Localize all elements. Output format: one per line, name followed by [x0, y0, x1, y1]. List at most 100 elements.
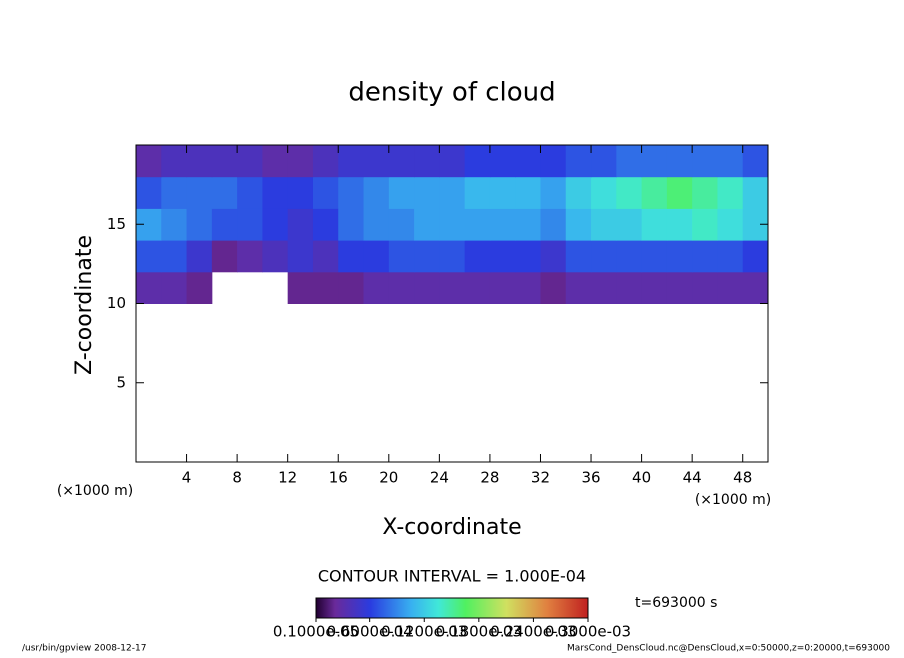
x-tick-label: 24 — [430, 469, 449, 487]
heat-cell — [666, 208, 693, 241]
heat-cell — [186, 240, 213, 273]
heat-cell — [515, 208, 541, 241]
heat-cell — [540, 208, 567, 241]
heat-cell — [136, 240, 162, 273]
colorbar-tick-label: 0.1200e-03 — [381, 623, 467, 641]
heat-cell — [287, 271, 314, 304]
heat-cell — [489, 145, 516, 178]
heat-cell — [717, 208, 744, 241]
colorbar-tick-label: 0.1000e-05 — [273, 623, 359, 641]
heat-cell — [136, 271, 162, 304]
colorbar — [315, 597, 589, 619]
heat-cell — [414, 271, 440, 304]
heat-cell — [616, 208, 643, 241]
heat-cell — [742, 176, 769, 209]
heat-cell — [414, 145, 440, 178]
heat-cell — [717, 240, 744, 273]
x-tick-label: 32 — [531, 469, 550, 487]
heat-cell — [515, 145, 541, 178]
heat-cell — [717, 145, 744, 178]
heat-cell — [464, 240, 491, 273]
heat-cell — [312, 240, 339, 273]
heat-cell — [616, 240, 643, 273]
heat-cell — [338, 271, 365, 304]
heat-cell — [591, 208, 617, 241]
heat-cell — [338, 145, 365, 178]
heat-cell — [287, 240, 314, 273]
heat-cell — [237, 145, 263, 178]
heat-cell — [312, 176, 339, 209]
heat-cell — [742, 271, 769, 304]
heat-cell — [136, 145, 162, 178]
heat-cell — [641, 145, 668, 178]
footer-right: MarsCond_DensCloud.nc@DensCloud,x=0:5000… — [567, 644, 890, 654]
heat-cell — [363, 176, 390, 209]
heat-cell — [312, 145, 339, 178]
x-tick-label: 36 — [581, 469, 600, 487]
heat-cell — [641, 240, 668, 273]
x-tick-label: 12 — [278, 469, 297, 487]
heat-cell — [464, 208, 491, 241]
heat-cell — [641, 271, 668, 304]
heat-cell — [540, 145, 567, 178]
heat-cell — [414, 240, 440, 273]
heat-cell — [211, 240, 238, 273]
heat-cell — [591, 271, 617, 304]
heat-cell — [565, 176, 592, 209]
heat-cell — [237, 176, 263, 209]
heat-cell — [641, 176, 668, 209]
heat-cell — [262, 240, 289, 273]
heat-cell — [211, 208, 238, 241]
heat-cell — [616, 271, 643, 304]
heat-cell — [515, 240, 541, 273]
heat-cell — [439, 240, 466, 273]
y-unit-label: (×1000 m) — [57, 483, 133, 499]
heat-cell — [186, 271, 213, 304]
heat-cell — [717, 176, 744, 209]
footer-left: /usr/bin/gpview 2008-12-17 — [22, 644, 146, 654]
heat-cell — [287, 208, 314, 241]
y-tick-label: 5 — [116, 373, 126, 391]
heat-cell — [338, 240, 365, 273]
heat-cell — [565, 145, 592, 178]
heat-cell — [464, 176, 491, 209]
heat-cell — [666, 271, 693, 304]
heat-cell — [464, 145, 491, 178]
x-tick-label: 44 — [683, 469, 702, 487]
heat-cell — [439, 176, 466, 209]
x-tick-label: 4 — [182, 469, 192, 487]
heat-cell — [439, 271, 466, 304]
heat-cell — [742, 240, 769, 273]
y-axis-label: Z-coordinate — [72, 235, 97, 375]
heat-cell — [161, 176, 188, 209]
contour-interval: CONTOUR INTERVAL = 1.000E-04 — [318, 567, 586, 586]
heat-cell — [540, 240, 567, 273]
heat-cell — [540, 271, 567, 304]
heat-cell — [262, 145, 289, 178]
heat-cell — [464, 271, 491, 304]
chart-title: density of cloud — [348, 78, 555, 108]
y-tick-label: 10 — [107, 294, 126, 312]
heat-cell — [439, 145, 466, 178]
x-axis-label: X-coordinate — [382, 515, 521, 540]
x-unit-label: (×1000 m) — [695, 492, 771, 508]
heat-cell — [515, 271, 541, 304]
heat-cell — [211, 176, 238, 209]
heat-cell — [388, 145, 415, 178]
heat-cell — [666, 176, 693, 209]
colorbar-tick-label: 0.2400e-03 — [490, 623, 576, 641]
time-label: t=693000 s — [635, 595, 717, 611]
heat-cell — [666, 145, 693, 178]
heat-cell — [363, 208, 390, 241]
heat-cell — [641, 208, 668, 241]
heat-cell — [186, 145, 213, 178]
heat-cell — [388, 208, 415, 241]
heatmap — [136, 145, 769, 304]
heat-cell — [565, 240, 592, 273]
x-tick-label: 20 — [379, 469, 398, 487]
heat-cell — [489, 208, 516, 241]
x-tick-label: 48 — [733, 469, 752, 487]
heat-cell — [742, 145, 769, 178]
heat-cell — [161, 271, 188, 304]
